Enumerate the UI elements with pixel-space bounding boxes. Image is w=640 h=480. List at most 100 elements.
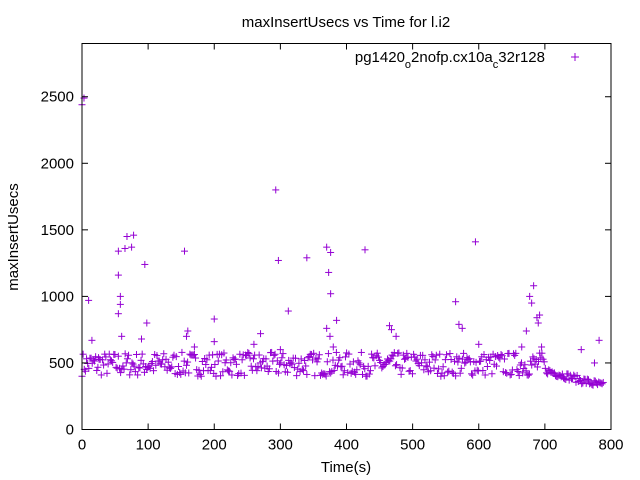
data-point <box>423 363 431 371</box>
data-point <box>295 359 303 367</box>
data-point <box>439 363 447 371</box>
data-point <box>472 358 480 366</box>
data-point <box>493 362 501 370</box>
data-point <box>314 355 322 363</box>
data-point <box>364 362 372 370</box>
data-point <box>530 282 538 290</box>
data-point <box>583 375 591 383</box>
data-point <box>210 338 218 346</box>
data-point <box>211 361 219 369</box>
data-point <box>116 292 124 300</box>
data-point <box>475 340 483 348</box>
data-point <box>303 254 311 262</box>
y-axis: 0 500 1000 1500 2000 2500 <box>41 89 611 439</box>
data-point <box>135 364 143 372</box>
data-point <box>455 354 463 362</box>
data-point <box>97 371 105 379</box>
data-point <box>454 358 462 366</box>
data-point <box>481 371 489 379</box>
data-point <box>148 358 156 366</box>
data-point <box>90 357 98 365</box>
data-point <box>477 357 485 365</box>
data-point <box>330 366 338 374</box>
data-point <box>238 356 246 364</box>
data-point <box>452 372 460 380</box>
data-point <box>227 359 235 367</box>
data-point <box>418 359 426 367</box>
y-tick-label: 2000 <box>41 155 74 172</box>
data-point <box>136 364 144 372</box>
data-point <box>385 322 393 330</box>
data-point <box>368 350 376 358</box>
data-point <box>321 370 329 378</box>
data-point <box>488 370 496 378</box>
data-point <box>168 363 176 371</box>
data-point <box>274 256 282 264</box>
data-point <box>103 369 111 377</box>
data-point <box>182 332 190 340</box>
data-point <box>426 358 434 366</box>
x-tick-label: 0 <box>78 437 86 454</box>
data-point <box>126 371 134 379</box>
data-point <box>104 360 112 368</box>
data-point <box>310 349 318 357</box>
data-point <box>134 371 142 379</box>
data-point <box>541 364 549 372</box>
y-tick-label: 0 <box>66 422 74 439</box>
y-tick-label: 1500 <box>41 222 74 239</box>
data-point <box>298 365 306 373</box>
data-point <box>291 354 299 362</box>
data-point <box>483 363 491 371</box>
data-point <box>452 298 460 306</box>
data-point <box>130 362 138 370</box>
data-point <box>365 370 373 378</box>
data-point <box>203 356 211 364</box>
data-point <box>232 360 240 368</box>
data-point <box>432 351 440 359</box>
data-point <box>217 372 225 380</box>
y-axis-label: maxInsertUsecs <box>5 183 22 291</box>
data-point <box>114 247 122 255</box>
data-point <box>457 364 465 372</box>
data-point <box>196 370 204 378</box>
data-point <box>522 367 530 375</box>
data-point <box>436 350 444 358</box>
data-point <box>497 351 505 359</box>
data-point <box>480 351 488 359</box>
data-point <box>210 315 218 323</box>
data-point <box>180 247 188 255</box>
data-point <box>522 327 530 335</box>
data-point <box>121 350 129 358</box>
data-point <box>257 330 265 338</box>
data-point <box>500 355 508 363</box>
data-point <box>503 369 511 377</box>
data-point <box>419 351 427 359</box>
data-point <box>528 299 536 307</box>
data-point <box>190 343 198 351</box>
data-point <box>277 359 285 367</box>
data-point <box>528 361 536 369</box>
data-point <box>79 350 87 358</box>
data-point <box>448 368 456 376</box>
data-point <box>244 348 252 356</box>
data-point <box>184 327 192 335</box>
data-point <box>338 362 346 370</box>
data-point <box>392 332 400 340</box>
data-point <box>352 370 360 378</box>
data-point <box>374 353 382 361</box>
data-point <box>137 356 145 364</box>
data-point <box>93 366 101 374</box>
data-point <box>164 358 172 366</box>
data-point <box>123 355 131 363</box>
data-point <box>460 349 468 357</box>
data-point <box>324 350 332 358</box>
data-point <box>178 348 186 356</box>
data-point <box>413 355 421 363</box>
data-point <box>322 372 330 380</box>
data-point <box>254 363 262 371</box>
data-point <box>182 361 190 369</box>
data-point <box>153 352 161 360</box>
data-point <box>595 336 603 344</box>
